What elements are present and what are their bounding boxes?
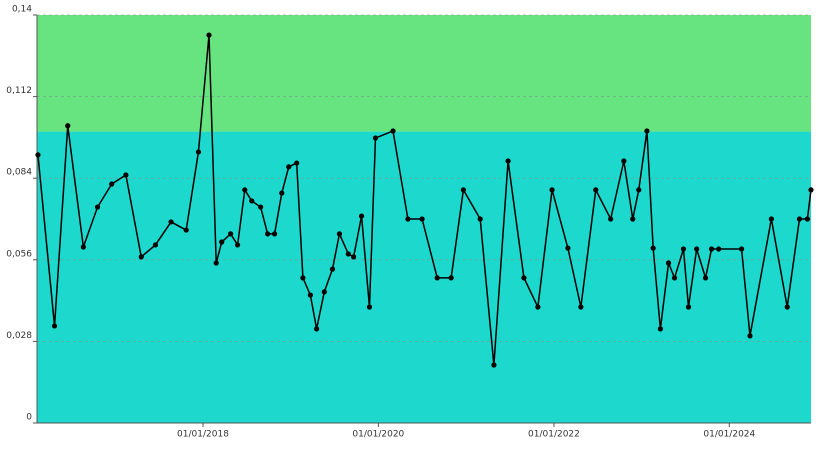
data-point	[242, 187, 248, 193]
data-point	[702, 275, 709, 281]
data-point	[195, 149, 202, 155]
data-point	[321, 289, 327, 295]
data-point	[390, 128, 396, 134]
data-point	[796, 216, 803, 222]
y-tick-label: 0,112	[6, 86, 32, 96]
data-point	[336, 231, 343, 237]
x-tick-label: 01/01/2020	[352, 430, 404, 440]
data-point	[183, 227, 189, 233]
band	[37, 131, 811, 424]
data-point	[405, 216, 411, 222]
data-point	[228, 231, 234, 237]
data-point	[448, 275, 454, 281]
data-point	[716, 246, 722, 252]
data-point	[808, 187, 814, 193]
data-point	[549, 187, 555, 193]
data-point	[65, 123, 71, 129]
data-point	[249, 198, 255, 204]
y-tick-label: 0,028	[6, 331, 32, 341]
data-point	[621, 158, 627, 164]
data-point	[477, 216, 483, 222]
data-point	[434, 275, 440, 281]
data-point	[219, 239, 225, 245]
data-point	[152, 242, 159, 248]
data-point	[593, 187, 599, 193]
data-point	[521, 275, 527, 281]
data-point	[460, 187, 466, 193]
data-point	[258, 204, 264, 210]
data-point	[138, 254, 144, 260]
data-point	[358, 213, 365, 219]
data-point	[685, 304, 692, 310]
data-point	[784, 304, 790, 310]
data-point	[94, 204, 101, 210]
y-tick-label: 0,14	[12, 5, 32, 15]
data-point	[206, 32, 212, 38]
data-point	[680, 246, 687, 252]
data-point	[314, 326, 320, 332]
data-point	[271, 231, 278, 237]
data-point	[351, 254, 357, 260]
x-tick-label: 01/01/2022	[528, 430, 580, 440]
data-point	[419, 216, 425, 222]
x-tick-label: 01/01/2024	[703, 430, 755, 440]
data-point	[804, 216, 810, 222]
y-tick-label: 0,056	[6, 249, 32, 259]
data-point	[768, 216, 774, 222]
data-point	[366, 304, 373, 310]
data-point	[300, 275, 306, 281]
data-point	[630, 216, 636, 222]
data-point	[665, 260, 672, 266]
data-point	[657, 326, 663, 332]
data-point	[307, 292, 313, 298]
data-point	[650, 245, 656, 251]
data-point	[372, 135, 379, 141]
data-point	[535, 304, 541, 310]
data-point	[608, 216, 614, 222]
data-point	[671, 275, 678, 281]
data-point	[123, 172, 129, 178]
data-point	[80, 244, 86, 250]
data-point	[694, 246, 700, 252]
data-point	[636, 187, 642, 193]
data-point	[168, 219, 174, 225]
data-point	[738, 246, 745, 252]
data-point	[644, 128, 650, 134]
data-point	[505, 158, 511, 164]
data-point	[491, 362, 497, 368]
data-point	[747, 333, 753, 339]
data-point	[578, 304, 584, 310]
data-point	[708, 246, 715, 252]
data-point	[213, 260, 219, 266]
y-tick-label: 0,084	[6, 168, 32, 178]
data-point	[265, 231, 271, 237]
data-point	[51, 323, 58, 329]
band	[37, 15, 811, 132]
data-point	[329, 266, 336, 272]
y-tick-label: 0	[26, 413, 32, 423]
data-point	[279, 190, 285, 196]
data-point	[109, 181, 115, 187]
data-point	[35, 152, 41, 158]
x-tick-label: 01/01/2018	[177, 430, 229, 440]
data-point	[286, 164, 292, 170]
data-point	[294, 160, 300, 166]
data-point	[345, 251, 351, 257]
data-point	[565, 245, 571, 251]
data-point	[234, 242, 241, 248]
